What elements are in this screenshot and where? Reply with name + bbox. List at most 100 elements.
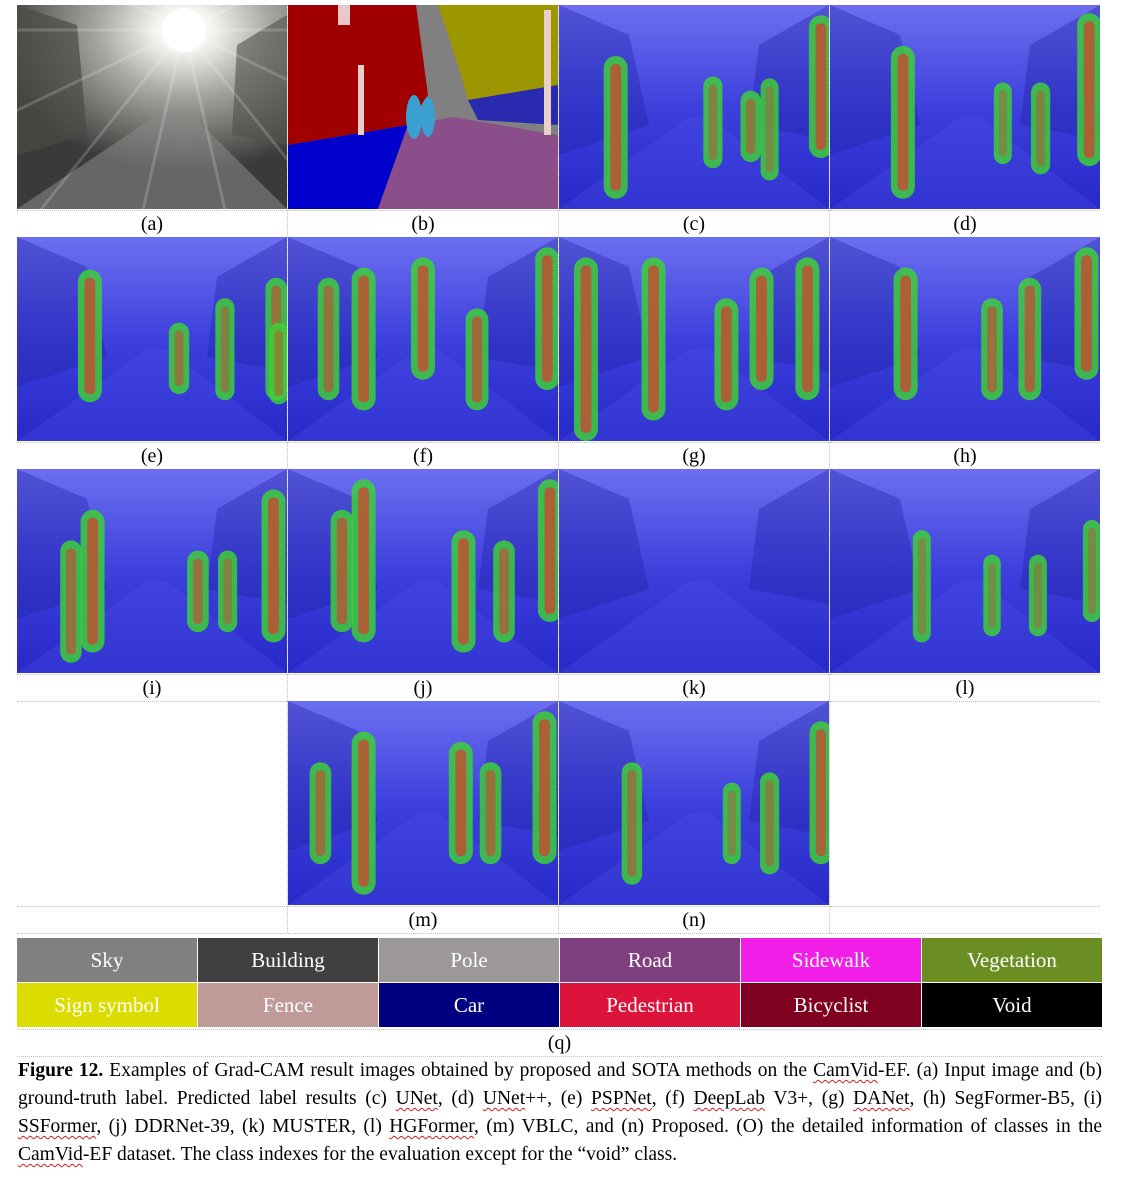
legend-item-label: Pole [450,948,488,972]
panel-label-text: (c) [682,213,706,235]
panel-l: (l) [830,469,1100,702]
panel-d: (d) [830,5,1100,238]
empty-cell [17,701,287,905]
panel-label-text: (m) [408,909,438,931]
figure-row: (i) (j) (k) (l) [17,469,1102,702]
panel-label-text: (a) [140,213,164,235]
figure-row: (e) (f) (g) (h) [17,237,1102,470]
panel-label: (c) [559,210,829,238]
caption-text: HGFormer [389,1116,475,1137]
panel-label: (e) [17,442,287,470]
caption-text: , (m) VBLC, and (n) Proposed. (O) the de… [474,1116,1102,1137]
panel-image [559,469,829,673]
panel-label: (m) [288,906,558,934]
panel-label-text: (f) [413,445,433,467]
panel-image [830,5,1100,209]
panel-image [559,701,829,905]
panel-label-text: (l) [955,677,975,699]
panel-f: (f) [288,237,558,470]
legend-item-label: Void [992,993,1032,1017]
legend-item-sidewalk: Sidewalk [741,938,921,982]
panel-label: (h) [830,442,1100,470]
panel-label-text: (e) [140,445,164,467]
panel-image [288,5,558,209]
panel-blank2 [830,701,1100,934]
caption-text: -EF. (a) Input image and (b) ground-trut… [18,1060,1103,1109]
legend-item-label: Sign symbol [54,993,160,1017]
caption-text: Examples of Grad-CAM result images obtai… [103,1060,814,1081]
caption-text: CamVid [813,1060,879,1081]
legend-item-fence: Fence [198,983,378,1027]
panel-j: (j) [288,469,558,702]
cell-divider [558,237,559,469]
legend-item-label: Sidewalk [791,948,871,972]
panel-label-text: (n) [682,909,706,931]
cell-divider [829,469,830,701]
caption-text: , (f) [651,1088,694,1109]
caption-text: CamVid [18,1144,83,1165]
figure-row: (m) (n) [17,701,1102,934]
caption-text: , (j) DDRNet-39, (k) MUSTER, (l) [96,1116,390,1137]
legend-item-building: Building [198,938,378,982]
panel-h: (h) [830,237,1100,470]
legend-item-label: Car [453,993,485,1017]
legend-item-bicyclist: Bicyclist [741,983,921,1027]
panel-label: (k) [559,674,829,702]
caption-text: , (h) SegFormer-B5, (i) [909,1088,1102,1109]
figure-caption: Figure 12. Examples of Grad-CAM result i… [18,1057,1102,1169]
panel-image [288,237,558,441]
legend-item-label: Vegetation [967,948,1057,972]
caption-text: , (d) [437,1088,483,1109]
panel-label-text: (d) [953,213,977,235]
panel-m: (m) [288,701,558,934]
panel-label: (f) [288,442,558,470]
legend-item-label: Pedestrian [606,993,694,1017]
legend-item-label: Building [251,948,325,972]
panel-a: (a) [17,5,287,238]
legend-label: (q) [17,1029,1102,1057]
legend-item-void: Void [922,983,1102,1027]
panel-i: (i) [17,469,287,702]
legend-item-vegetation: Vegetation [922,938,1102,982]
legend-item-pedestrian: Pedestrian [560,983,740,1027]
panel-label [17,906,287,934]
panel-label: (a) [17,210,287,238]
panel-label-text: (b) [411,213,435,235]
panel-image [559,237,829,441]
panel-k: (k) [559,469,829,702]
panel-e: (e) [17,237,287,470]
panel-image [288,701,558,905]
caption-text: V3+, (g) [764,1088,854,1109]
caption-text: DeepLab [693,1088,765,1109]
panel-label: (i) [17,674,287,702]
cell-divider [287,469,288,701]
panel-image [17,5,287,209]
panel-image [830,237,1100,441]
caption-text: UNet [482,1088,526,1109]
panel-label-text: (j) [413,677,433,699]
panel-label-text: (g) [682,445,706,467]
panel-label: (l) [830,674,1100,702]
caption-title: Figure 12. [18,1060,104,1081]
panel-b: (b) [288,5,558,238]
figure-row: (a) (b) (c) (d) [17,5,1102,238]
panel-image [17,469,287,673]
panel-image [288,469,558,673]
panel-blank1 [17,701,287,934]
panel-label: (j) [288,674,558,702]
cell-divider [558,701,559,933]
cell-divider [287,701,288,933]
class-legend: Sky Building Pole Road Sidewalk Vegetation Sig… [17,938,1102,1028]
figure-grid: (a) (b) (c) (d) (e) (f) (g) (h) (i) (j) (k) (l) (m)(… [17,5,1102,934]
legend-item-label: Bicyclist [793,993,869,1017]
panel-image [559,5,829,209]
legend-item-sign-symbol: Sign symbol [17,983,197,1027]
panel-image [830,469,1100,673]
empty-cell [830,701,1100,905]
panel-label-text: (i) [142,677,162,699]
cell-divider [829,701,830,933]
legend-item-road: Road [560,938,740,982]
cell-divider [558,469,559,701]
legend-item-label: Sky [90,948,124,972]
panel-label-text: (k) [682,677,706,699]
